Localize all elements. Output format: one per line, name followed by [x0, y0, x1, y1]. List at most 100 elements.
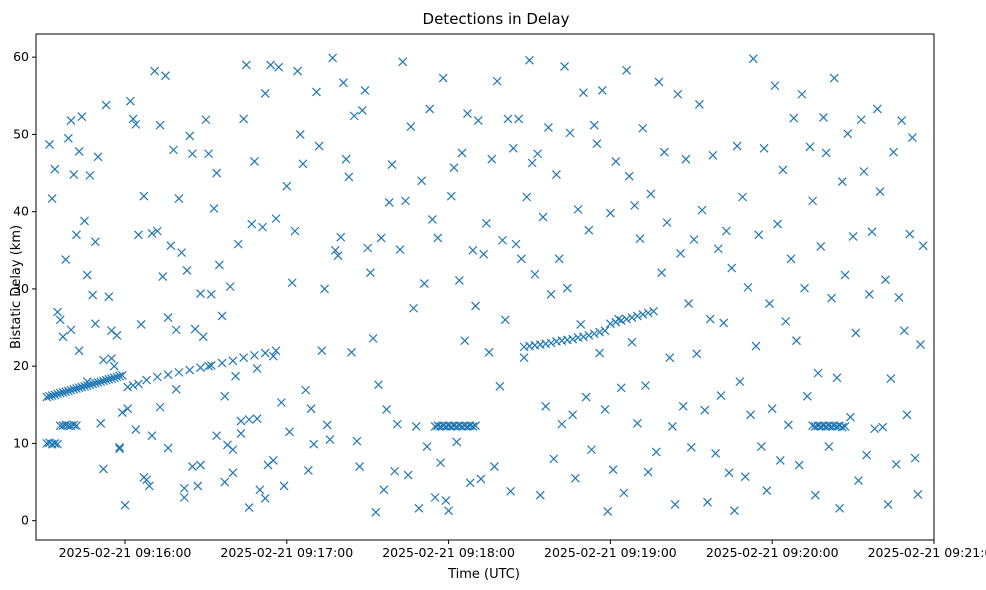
data-point: [406, 122, 416, 132]
data-point: [759, 143, 769, 153]
data-point: [88, 290, 98, 300]
data-point: [756, 442, 766, 451]
data-point: [568, 410, 578, 420]
data-point: [55, 388, 65, 398]
chart-title: Detections in Delay: [423, 10, 570, 28]
data-point: [120, 500, 130, 510]
data-point: [611, 157, 621, 166]
data-point: [233, 239, 243, 249]
data-point: [786, 254, 796, 264]
data-point: [212, 168, 222, 178]
data-point: [449, 163, 459, 173]
data-point: [96, 418, 106, 428]
data-point: [290, 226, 300, 236]
data-point: [848, 231, 858, 241]
data-point: [42, 392, 52, 402]
data-point: [579, 332, 588, 342]
data-point: [61, 255, 71, 264]
data-point: [454, 276, 464, 285]
data-point: [252, 414, 262, 424]
data-point: [802, 391, 812, 401]
data-point: [452, 437, 462, 447]
data-point: [543, 123, 553, 132]
data-point: [862, 450, 872, 460]
data-point: [134, 379, 143, 389]
data-point: [279, 481, 289, 491]
data-point: [204, 149, 214, 159]
data-point: [131, 425, 141, 434]
data-point: [101, 100, 111, 110]
data-point: [503, 114, 513, 124]
data-point: [686, 442, 696, 452]
data-point: [673, 89, 683, 99]
data-point: [250, 157, 259, 166]
data-point: [236, 428, 246, 438]
data-point: [433, 233, 443, 243]
data-point: [274, 62, 284, 72]
data-point: [616, 383, 626, 393]
data-point: [196, 363, 205, 373]
data-point: [883, 500, 893, 509]
data-point: [293, 66, 303, 76]
data-point: [913, 489, 923, 499]
data-point: [899, 326, 909, 336]
data-point: [576, 320, 586, 329]
data-point: [74, 146, 84, 156]
data-point: [549, 454, 559, 464]
data-point: [754, 230, 764, 240]
data-point: [268, 456, 278, 465]
data-point: [82, 270, 92, 280]
data-point: [589, 329, 599, 339]
data-point: [533, 149, 543, 159]
data-point: [705, 314, 715, 324]
data-point: [128, 114, 138, 124]
data-point: [535, 490, 545, 500]
data-point: [487, 154, 497, 164]
data-point: [856, 115, 866, 125]
data-point: [463, 109, 472, 118]
data-point: [835, 503, 845, 513]
data-point: [595, 348, 605, 358]
data-point: [732, 141, 742, 151]
data-point: [58, 332, 68, 342]
data-point: [824, 442, 834, 451]
data-point: [479, 249, 489, 259]
data-point: [134, 230, 143, 240]
data-point: [511, 239, 521, 249]
y-tick-label: 50: [13, 126, 29, 141]
data-point: [870, 424, 880, 434]
data-point: [584, 225, 594, 235]
data-point: [374, 380, 383, 390]
data-point: [109, 373, 119, 383]
data-point: [72, 421, 81, 431]
data-point: [867, 227, 877, 237]
data-point: [198, 332, 208, 342]
data-point: [72, 230, 81, 240]
data-point: [225, 282, 235, 292]
data-point: [881, 275, 890, 285]
data-point: [177, 248, 187, 258]
data-point: [90, 237, 100, 247]
y-axis: 0 10 20 30 40 50 60: [13, 49, 36, 528]
data-point: [271, 214, 281, 224]
data-point: [328, 53, 338, 63]
data-point: [174, 367, 184, 377]
data-point: [694, 99, 704, 109]
data-point: [554, 254, 564, 264]
data-point: [90, 378, 100, 388]
data-point: [344, 172, 354, 182]
data-point: [560, 62, 569, 71]
data-point: [684, 299, 694, 309]
data-point: [471, 301, 480, 311]
data-point: [622, 65, 632, 75]
data-point: [85, 170, 95, 180]
data-point: [522, 192, 532, 202]
y-tick-label: 0: [21, 513, 29, 528]
data-point: [228, 468, 238, 478]
data-point: [258, 222, 267, 232]
data-point: [781, 316, 791, 326]
data-point: [894, 293, 904, 302]
data-point: [147, 431, 157, 441]
data-point: [260, 89, 270, 98]
data-point: [711, 449, 720, 458]
